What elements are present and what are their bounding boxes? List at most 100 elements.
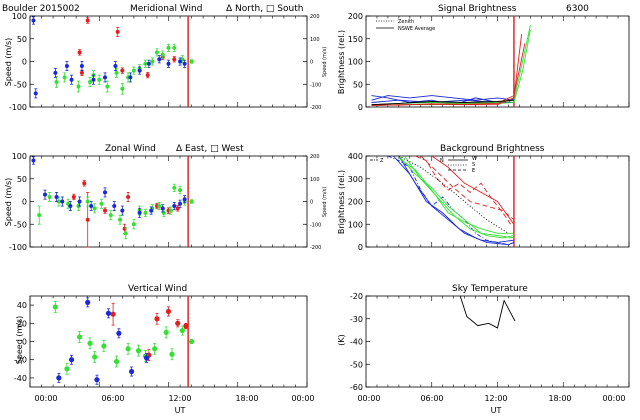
signal-y-tick-label: 100 — [348, 58, 363, 67]
signal-legend-zenith: Zenith — [398, 19, 414, 25]
background-red-1-line — [415, 155, 511, 225]
background-plot: 0 100 200 300 400 — [348, 152, 630, 252]
meridional-green-point — [88, 79, 93, 84]
zonal-y-tick-label-right: -100 — [310, 222, 321, 228]
vertical-blue-point — [68, 357, 75, 363]
meridional-green-point — [105, 84, 110, 89]
zonal-green-point — [47, 194, 52, 199]
meridional-y-tick-label: -50 — [14, 80, 27, 89]
background-y-tick-label: 0 — [358, 243, 363, 252]
vertical-blue-point — [56, 375, 62, 381]
vertical-y-tick-label: 40 — [17, 301, 27, 310]
vertical-green-point — [92, 354, 98, 360]
zonal-green-point — [143, 210, 148, 215]
meridional-y-tick-label-right: 100 — [310, 37, 320, 43]
zonal-ylabel: Speed (m/s) — [4, 178, 13, 227]
signal-ylabel: Brightness (rel.) — [337, 30, 346, 94]
sky-panel: Sky Temperature (K) 00:00 06:00 12:00 18… — [337, 284, 626, 415]
sky-x-tick-1: 06:00 — [420, 394, 443, 403]
zonal-red-point — [82, 181, 87, 186]
sky-x-tick-2: 12:00 — [484, 394, 507, 403]
background-blue-3-line — [398, 155, 514, 243]
meridional-blue-point — [146, 61, 151, 66]
background-panel: Background Brightness Brightness (rel.) … — [337, 144, 545, 234]
vertical-y-tick-label: 20 — [17, 319, 27, 328]
zonal-green-point — [118, 217, 123, 222]
meridional-green-point — [143, 61, 148, 66]
zonal-green-point — [99, 201, 104, 206]
vertical-plot: -40 -20 0 20 40 — [14, 295, 308, 388]
meridional-green-point — [172, 45, 177, 50]
zonal-red-point — [71, 194, 76, 199]
zonal-blue-point — [137, 210, 142, 215]
zonal-blue-point — [112, 204, 117, 209]
zonal-blue-point — [182, 197, 187, 202]
meridional-red-point — [85, 18, 90, 23]
zonal-y-tick-label-right: -200 — [310, 245, 321, 251]
meridional-green-point — [131, 68, 136, 73]
vertical-title: Vertical Wind — [128, 284, 187, 294]
meridional-green-point — [54, 79, 59, 84]
zonal-y-tick-label-right: 200 — [310, 154, 320, 160]
signal-red-2-line — [371, 43, 526, 106]
vertical-green-point — [87, 340, 93, 346]
zonal-green-point — [157, 204, 162, 209]
meridional-blue-point — [53, 70, 58, 75]
zonal-blue-point — [178, 201, 183, 206]
meridional-blue-point — [137, 68, 142, 73]
meridional-green-point — [114, 70, 119, 75]
vertical-green-point — [179, 327, 185, 334]
vertical-red-point — [110, 311, 116, 317]
zonal-y-tick-label: -50 — [14, 220, 27, 229]
vertical-green-point — [77, 334, 83, 340]
background-title: Background Brightness — [440, 144, 545, 154]
vertical-y-tick-label: 0 — [22, 338, 27, 347]
zonal-blue-point — [172, 204, 177, 209]
zonal-panel: Zonal Wind Δ East, □ West Speed (m/s) Sp… — [4, 144, 328, 226]
zonal-y-tick-label-right: 0 — [310, 200, 313, 206]
zonal-y-tick-label: 100 — [12, 152, 27, 161]
sky-y-tick-label: -40 — [350, 338, 363, 347]
zonal-green-point — [92, 206, 97, 211]
vertical-blue-point — [128, 368, 135, 375]
zonal-blue-point — [149, 208, 154, 213]
vertical-red-point — [183, 323, 189, 329]
meridional-y-tick-label-right: 0 — [310, 60, 313, 66]
background-y-tick-label: 100 — [348, 220, 363, 229]
signal-legend-average: NSWE Average — [398, 26, 435, 32]
background-red-2-line — [420, 155, 515, 221]
signal-blue-2-line — [371, 95, 514, 101]
vertical-x-tick-2: 12:00 — [168, 394, 191, 403]
meridional-y-tick-label: 50 — [17, 35, 27, 44]
signal-black-1-line — [371, 99, 514, 106]
meridional-y-tick-label: -100 — [9, 103, 27, 112]
sky-ylabel: (K) — [337, 334, 346, 346]
background-y-tick-label: 300 — [348, 175, 363, 184]
zonal-plot: -100 -200 -50 -100 0 0 50 100 100 200 — [9, 152, 322, 252]
vertical-xlabel: UT — [175, 406, 186, 415]
meridional-green-point — [160, 52, 165, 57]
zonal-green-point — [172, 185, 177, 190]
vertical-green-point — [169, 351, 175, 357]
background-legend-z: Z — [380, 158, 384, 164]
signal-y-tick-label: 50 — [353, 80, 363, 89]
zonal-red-point — [103, 208, 108, 213]
signal-channel-label: 6300 — [566, 4, 589, 14]
vertical-blue-point — [85, 299, 91, 305]
signal-y-tick-label: 150 — [348, 35, 363, 44]
meridional-green-point — [62, 75, 67, 80]
zonal-blue-point — [31, 158, 36, 163]
meridional-blue-point — [182, 61, 187, 66]
meridional-legend: Δ North, □ South — [226, 4, 303, 14]
zonal-ylabel-right: Speed (m/s) — [322, 187, 328, 217]
meridional-y-tick-label-right: -100 — [310, 82, 321, 88]
signal-y-tick-label: 0 — [358, 103, 363, 112]
vertical-x-tick-0: 00:00 — [34, 394, 57, 403]
zonal-blue-point — [160, 206, 165, 211]
vertical-green-point — [101, 343, 107, 349]
zonal-green-point — [123, 231, 128, 236]
vertical-green-point — [125, 346, 131, 352]
meridional-red-point — [77, 50, 82, 55]
meridional-green-point — [76, 84, 81, 89]
